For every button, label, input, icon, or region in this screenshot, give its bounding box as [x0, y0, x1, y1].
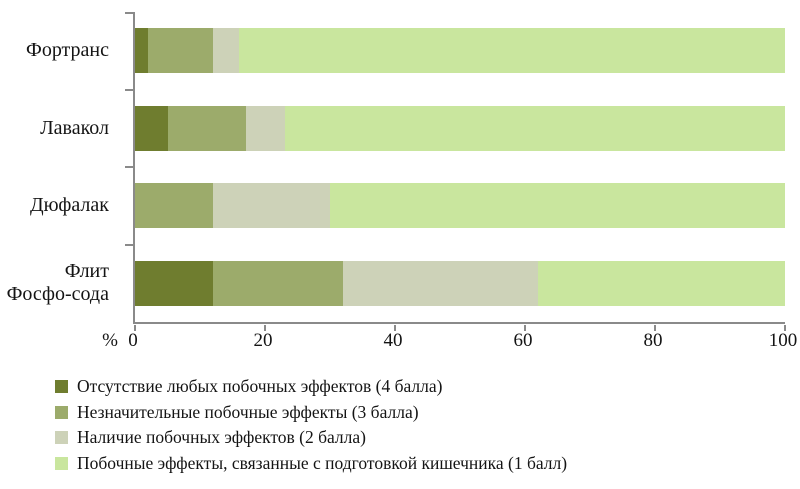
y-axis-tick — [125, 166, 133, 168]
x-axis-tick — [264, 325, 266, 331]
x-axis-tick-label: 80 — [643, 330, 663, 351]
category-axis: Фортранс Лавакол Дюфалак Флит Фосфо-сода — [0, 12, 121, 322]
stacked-bar-3 — [135, 183, 785, 229]
bar-segment-series-2 — [167, 105, 246, 151]
plot-area — [125, 12, 786, 331]
x-axis-tick — [524, 325, 526, 331]
bar-segment-series-2 — [148, 28, 213, 74]
legend-swatch — [55, 405, 68, 419]
legend-label: Побочные эффекты, связанные с подготовко… — [77, 452, 568, 473]
x-axis-tick-label: 60 — [513, 330, 533, 351]
x-axis-unit-label: % — [102, 330, 118, 351]
bar-row — [135, 12, 785, 90]
bar-segment-series-3 — [343, 260, 538, 306]
bar-row — [135, 90, 785, 168]
x-axis-tick-label: 0 — [128, 330, 138, 351]
bar-segment-series-2 — [135, 183, 213, 229]
legend-item: Наличие побочных эффектов (2 балла) — [55, 425, 795, 451]
x-axis-tick — [654, 325, 656, 331]
legend-swatch — [55, 380, 68, 394]
category-label: Лавакол — [40, 116, 109, 139]
bar-row — [135, 245, 785, 323]
stacked-bar-1 — [135, 28, 785, 74]
bar-segment-series-2 — [213, 260, 343, 306]
x-axis-tick — [784, 325, 786, 331]
x-axis-tick-label: 20 — [253, 330, 273, 351]
bar-segment-series-4 — [284, 105, 785, 151]
y-axis-tick — [125, 12, 133, 14]
x-axis: % 0 20 40 60 80 100 — [102, 330, 797, 354]
bar-row — [135, 167, 785, 245]
category-label: Фортранс — [26, 39, 109, 62]
y-axis-tick — [125, 243, 133, 246]
legend-label: Наличие побочных эффектов (2 балла) — [77, 427, 366, 448]
legend-item: Побочные эффекты, связанные с подготовко… — [55, 451, 795, 477]
legend: Отсутствие любых побочных эффектов (4 ба… — [55, 374, 795, 476]
x-axis-tick-label: 100 — [768, 330, 798, 351]
bar-segment-series-4 — [239, 28, 785, 74]
bar-segment-series-3 — [213, 28, 239, 74]
legend-swatch — [55, 456, 68, 470]
legend-label: Незначительные побочные эффекты (3 балла… — [77, 401, 419, 422]
category-label: Флит Фосфо-сода — [6, 260, 109, 306]
bar-segment-series-1 — [135, 260, 213, 306]
legend-item: Отсутствие любых побочных эффектов (4 ба… — [55, 374, 795, 400]
bar-segment-series-3 — [245, 105, 285, 151]
bar-segment-series-1 — [135, 105, 168, 151]
x-axis-tick — [134, 325, 136, 331]
bar-segment-series-4 — [538, 260, 785, 306]
legend-label: Отсутствие любых побочных эффектов (4 ба… — [77, 376, 443, 397]
bar-segment-series-3 — [213, 183, 330, 229]
legend-item: Незначительные побочные эффекты (3 балла… — [55, 400, 795, 426]
stacked-bar-4 — [135, 260, 785, 306]
y-axis-tick — [125, 88, 133, 91]
stacked-bar-2 — [135, 105, 785, 151]
category-label: Дюфалак — [29, 194, 109, 217]
x-axis-tick-label: 40 — [383, 330, 403, 351]
bar-segment-series-4 — [330, 183, 785, 229]
legend-swatch — [55, 431, 68, 445]
bar-segment-series-1 — [135, 28, 148, 74]
x-axis-tick — [394, 325, 396, 331]
